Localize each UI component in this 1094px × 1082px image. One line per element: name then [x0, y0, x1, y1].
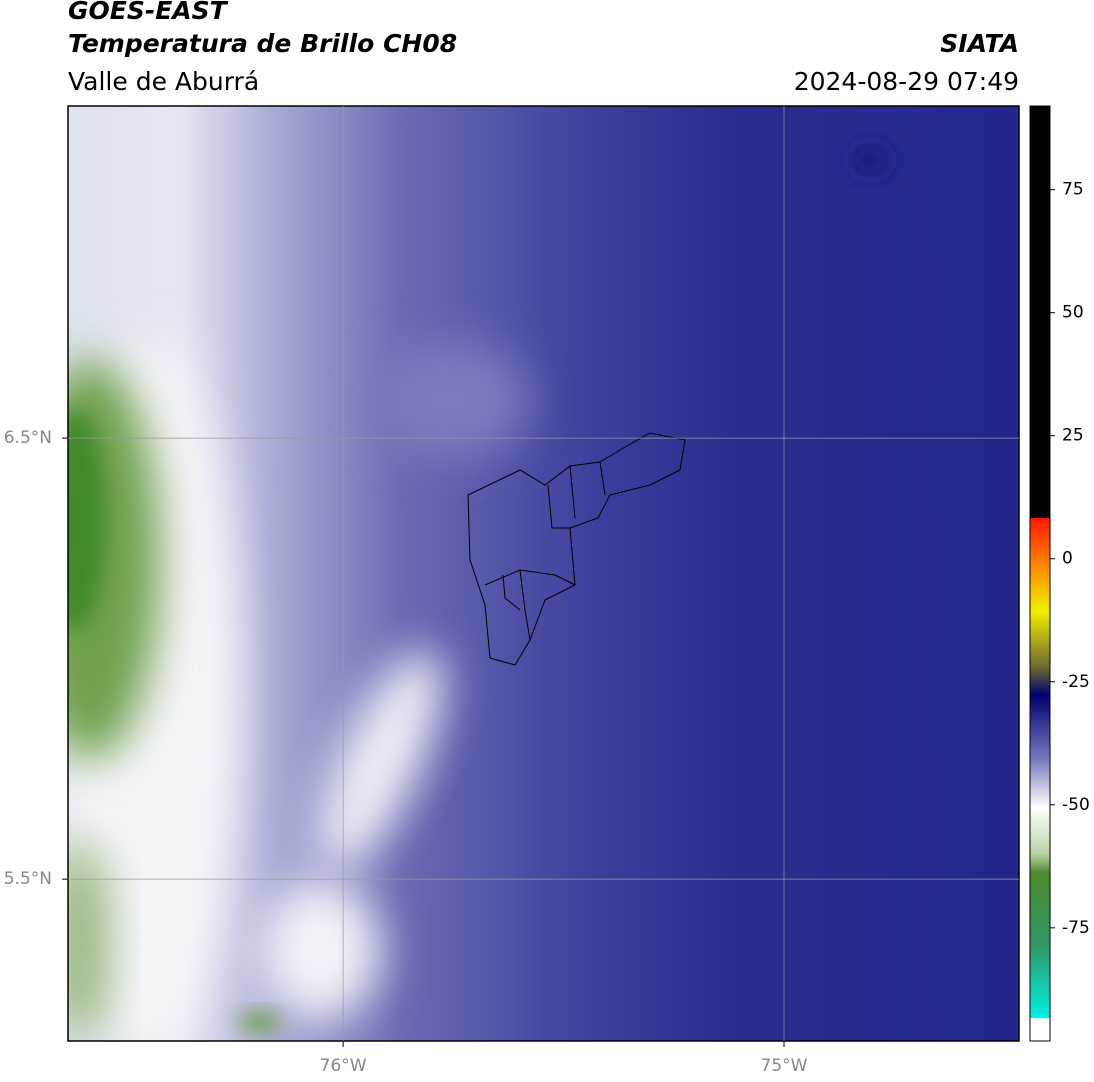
- map-frame: [67, 105, 1020, 1042]
- x-tick-label: 75°W: [761, 1056, 808, 1076]
- colorbar-tick-label: -50: [1062, 795, 1090, 815]
- x-tick-label: 76°W: [320, 1056, 367, 1076]
- colorbar-tick-label: 75: [1062, 180, 1084, 200]
- datetime: 2024-08-29 07:49: [794, 67, 1019, 96]
- title: GOES-EAST: [68, 0, 229, 25]
- colorbar: [1029, 105, 1051, 1042]
- colorbar-tick-label: -25: [1062, 672, 1090, 692]
- colorbar-tick-label: 50: [1062, 303, 1084, 323]
- region: Valle de Aburrá: [68, 67, 259, 96]
- y-tick-label: 6.5°N: [4, 428, 52, 448]
- municipal-boundaries: [467, 432, 686, 666]
- source: SIATA: [940, 29, 1019, 58]
- satellite-field: [68, 106, 1019, 1041]
- colorbar-tick-label: -75: [1062, 918, 1090, 938]
- colorbar-tick-label: 0: [1062, 549, 1073, 569]
- subtitle: Temperatura de Brillo CH08: [68, 29, 457, 58]
- colorbar-tick-label: 25: [1062, 426, 1084, 446]
- y-tick-label: 5.5°N: [4, 869, 52, 889]
